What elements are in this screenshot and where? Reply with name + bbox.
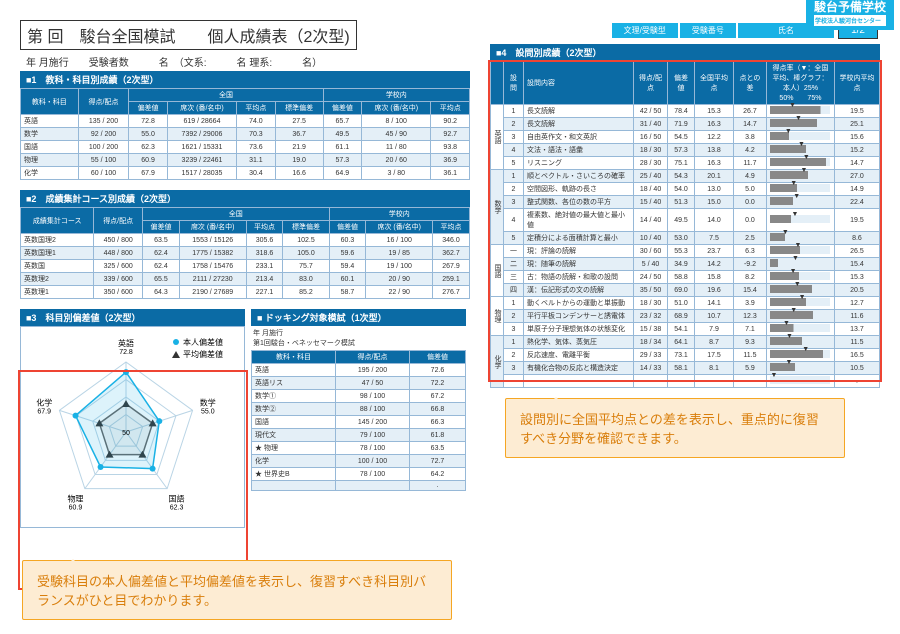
svg-text:72.8: 72.8	[119, 349, 133, 356]
svg-text:国語: 国語	[169, 494, 185, 504]
svg-text:60.9: 60.9	[69, 505, 83, 512]
svg-text:物理: 物理	[67, 494, 83, 504]
svg-text:平均偏差値: 平均偏差値	[183, 349, 223, 359]
school-badge: 駿台予備学校 学校法人駿河台センター	[806, 0, 894, 30]
sec3-header: ■3 科目別偏差値（2次型）	[20, 309, 245, 326]
sec2-header: ■2 成績集計コース別成績（2次型）	[20, 190, 470, 207]
svg-text:本人偏差値: 本人偏差値	[183, 337, 223, 347]
dock-sub: 年 月施行 第1回駿台・ベネッセマーク模試	[251, 326, 466, 350]
svg-text:化学: 化学	[36, 397, 52, 407]
callout-2: 設問別に全国平均点との差を表示し、重点的に復習すべき分野を確認できます。	[505, 398, 845, 458]
svg-text:数学: 数学	[200, 397, 216, 407]
sec1-table: 教科・科目得点/配点全国学校内偏差値席次 (番/名中)平均点標準偏差偏差値席次 …	[20, 88, 470, 180]
svg-text:55.0: 55.0	[201, 408, 215, 415]
dock-table: 教科・科目得点/配点偏差値英語195 / 20072.6英語リス47 / 507…	[251, 350, 466, 491]
sec1-header: ■1 教科・科目別成績（2次型）	[20, 71, 470, 88]
sec4-header: ■4 設問別成績（2次型）	[490, 44, 880, 61]
radar-chart: 英語72.8 数学55.0 国語62.3 物理60.9 化学67.9 50 本人偏差値平均偏…	[21, 327, 231, 527]
dock-header: ■ ドッキング対象模試（1次型）	[251, 309, 466, 326]
page-title: 第 回 駿台全国模試 個人成績表（2次型)	[20, 20, 357, 50]
page-subtitle: 年 月施行 受験者数 名 （文系: 名 理系: 名）	[20, 52, 470, 71]
sec4-table: 設問設問内容得点/配点偏差値全国平均点点との差得点率（▼：全国平均、棒グラフ：本…	[490, 61, 880, 388]
callout-1: 受験科目の本人偏差値と平均偏差値を表示し、復習すべき科目別バランスがひと目でわか…	[22, 560, 452, 620]
svg-text:67.9: 67.9	[37, 408, 51, 415]
svg-text:62.3: 62.3	[170, 505, 184, 512]
svg-text:50: 50	[122, 430, 130, 437]
svg-text:英語: 英語	[118, 338, 134, 348]
sec2-table: 成績集計コース得点/配点全国学校内偏差値席次 (番/名中)平均点標準偏差偏差値席…	[20, 207, 470, 299]
